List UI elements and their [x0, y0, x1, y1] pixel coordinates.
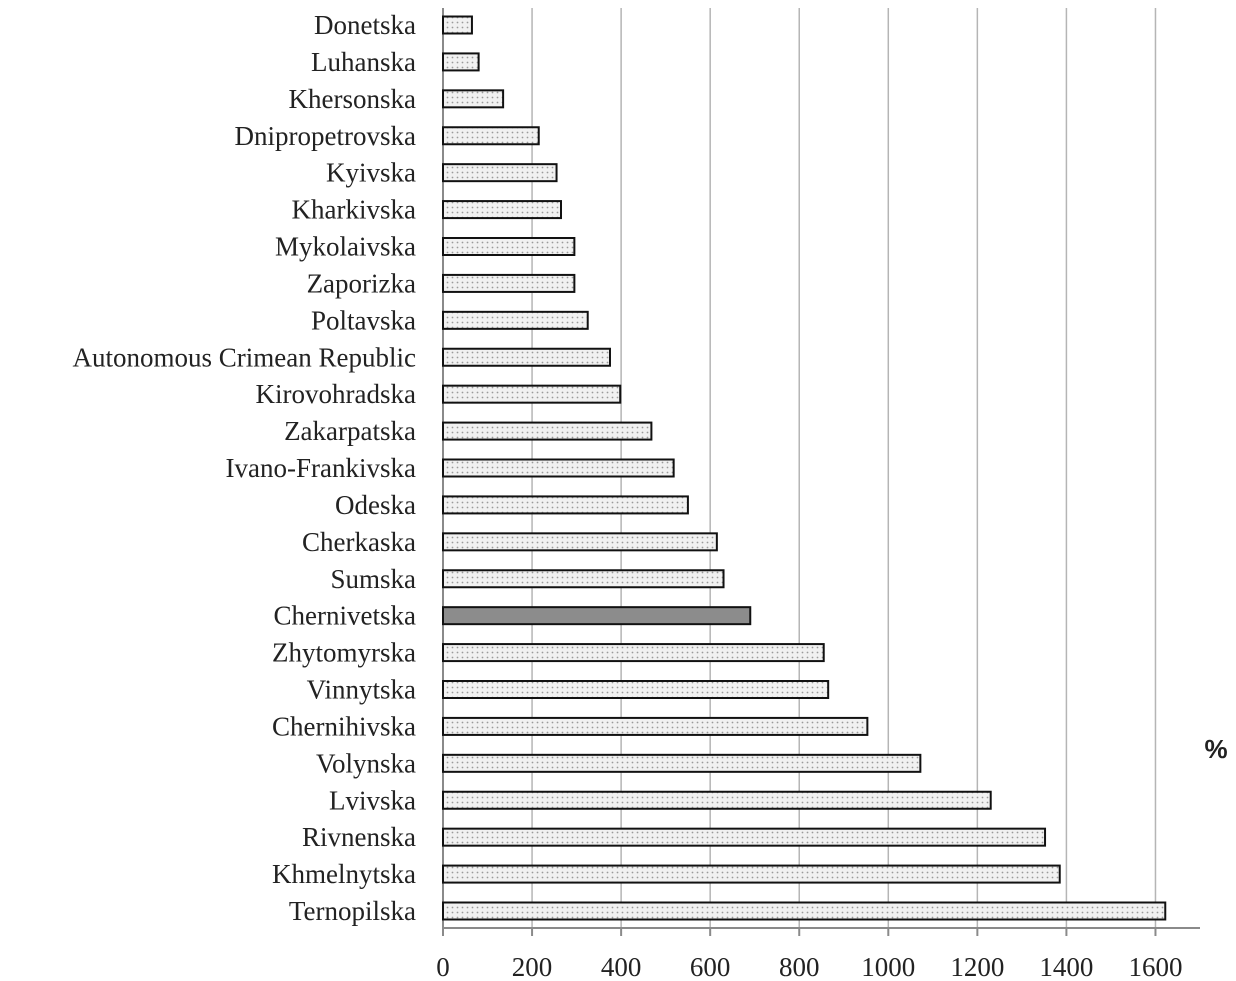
- category-label: Ternopilska: [289, 896, 416, 926]
- category-label: Donetska: [314, 10, 416, 40]
- bar: [442, 237, 576, 256]
- unit-label: %: [1204, 734, 1227, 764]
- x-tick-label: 1600: [1128, 952, 1182, 981]
- category-labels: Donetska Luhanska Khersonska Dnipropetrovsk…: [73, 10, 416, 926]
- category-label: Zaporizka: [307, 268, 416, 298]
- bar: [442, 680, 830, 699]
- x-tick-labels: 0 200 400 600 800 1000 1200 1400 1600: [436, 952, 1182, 981]
- category-label: Vinnytska: [307, 675, 416, 705]
- category-label: Volynska: [316, 748, 416, 778]
- x-tick-label: 200: [512, 952, 553, 981]
- x-tick-label: 1000: [861, 952, 915, 981]
- bar-highlighted: [442, 606, 752, 626]
- bar: [442, 126, 540, 146]
- bar: [442, 421, 653, 441]
- x-tick-label: 400: [601, 952, 642, 981]
- x-tick-label: 0: [436, 952, 450, 981]
- bar: [442, 89, 505, 109]
- category-label: Chernivetska: [274, 601, 416, 631]
- x-tick-label: 800: [779, 952, 820, 981]
- category-label: Dnipropetrovska: [235, 121, 416, 151]
- x-tick-label: 1200: [950, 952, 1004, 981]
- category-label: Zhytomyrska: [272, 638, 416, 668]
- bar: [442, 458, 675, 478]
- bar: [442, 790, 992, 810]
- category-label: Rivnenska: [302, 822, 416, 852]
- bars: [442, 15, 1167, 921]
- bar: [442, 200, 563, 220]
- category-label: Mykolaivska: [275, 232, 416, 262]
- category-label: Lvivska: [329, 785, 416, 815]
- bar: [442, 753, 922, 773]
- bar: [442, 15, 473, 35]
- category-label: Cherkaska: [302, 527, 416, 557]
- category-label: Kirovohradska: [256, 379, 416, 409]
- category-label: Khmelnytska: [272, 859, 416, 889]
- bar: [442, 163, 558, 183]
- category-label: Luhanska: [311, 47, 416, 77]
- category-label: Odeska: [335, 490, 416, 520]
- x-tick-label: 1400: [1039, 952, 1093, 981]
- category-label: Zakarpatska: [284, 416, 416, 446]
- category-label: Ivano-Frankivska: [226, 453, 416, 483]
- category-label: Kyivska: [326, 158, 416, 188]
- category-label: Khersonska: [289, 84, 416, 114]
- bar: [442, 532, 718, 552]
- bar: [442, 827, 1047, 847]
- bar: [442, 384, 622, 404]
- bar: [442, 864, 1061, 884]
- bar: [442, 52, 480, 72]
- category-label: Sumska: [330, 564, 416, 594]
- bar: [442, 273, 576, 293]
- bar: [442, 569, 725, 589]
- category-label: Kharkivska: [292, 195, 416, 225]
- bar: [442, 716, 869, 736]
- category-label: Poltavska: [311, 305, 416, 335]
- bar: [442, 495, 689, 515]
- category-label: Chernihivska: [272, 711, 416, 741]
- x-tick-label: 600: [690, 952, 731, 981]
- bar: [442, 347, 611, 367]
- bar: [442, 310, 589, 330]
- bar: [442, 643, 825, 663]
- category-label: Autonomous Crimean Republic: [73, 342, 416, 372]
- bar: [442, 901, 1167, 921]
